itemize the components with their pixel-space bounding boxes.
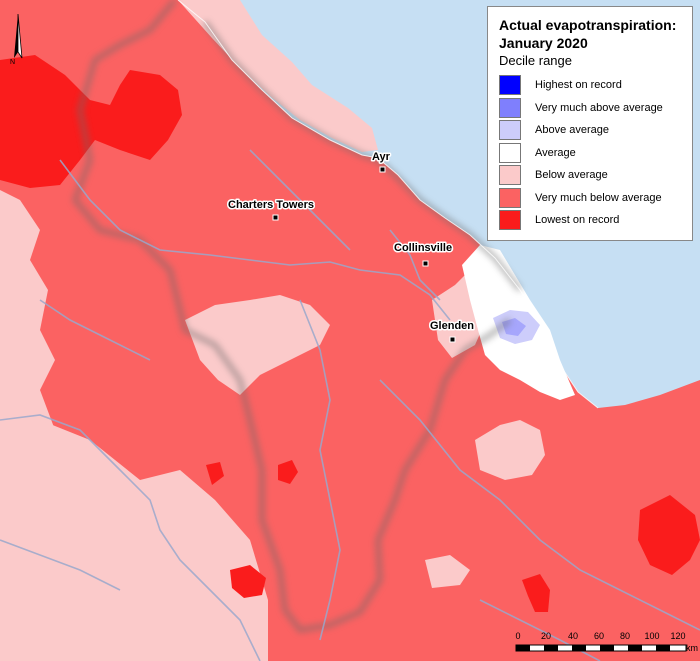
- legend-title-line2: January 2020: [499, 35, 588, 51]
- legend-swatch: [499, 97, 521, 118]
- legend-item-label: Highest on record: [535, 79, 622, 92]
- below-average-south-patch: [425, 555, 470, 588]
- lowest-on-record-small-2: [206, 462, 224, 485]
- legend-item: Highest on record: [499, 74, 682, 97]
- legend-item-label: Very much below average: [535, 191, 662, 204]
- scale-tick-0: 0: [515, 631, 520, 641]
- legend-item: Average: [499, 142, 682, 165]
- town-collinsville[interactable]: Collinsville: [393, 241, 454, 267]
- legend-swatch: [499, 210, 521, 231]
- coastline: [177, 0, 599, 409]
- scale-tick-100: 100: [644, 631, 659, 641]
- legend-item-label: Average: [535, 146, 576, 159]
- legend-item-label: Lowest on record: [535, 214, 620, 227]
- map-legend: Actual evapotranspiration: January 2020 …: [487, 6, 693, 241]
- north-arrow-icon: N: [10, 13, 23, 66]
- north-label: N: [10, 59, 15, 66]
- below-average-south-west: [0, 420, 268, 661]
- scale-tick-80: 80: [620, 631, 630, 641]
- legend-swatch: [499, 75, 521, 96]
- town-ayr[interactable]: Ayr: [371, 150, 392, 173]
- town-charters-towers[interactable]: Charters Towers: [227, 198, 316, 221]
- scale-tick-120: 120: [670, 631, 685, 641]
- scale-unit: km: [686, 643, 698, 653]
- legend-item: Lowest on record: [499, 209, 682, 232]
- lowest-on-record-small-1: [278, 460, 298, 484]
- legend-item: Below average: [499, 164, 682, 187]
- town-label-glenden: Glenden: [430, 320, 474, 332]
- legend-swatch: [499, 142, 521, 163]
- town-glenden[interactable]: Glenden: [429, 319, 476, 343]
- legend-item: Very much above average: [499, 97, 682, 120]
- legend-swatch: [499, 120, 521, 141]
- legend-item-label: Below average: [535, 169, 608, 182]
- scale-tick-20: 20: [541, 631, 551, 641]
- town-label-ayr: Ayr: [372, 151, 391, 163]
- scale-tick-40: 40: [568, 631, 578, 641]
- legend-swatch: [499, 165, 521, 186]
- lowest-on-record-central: [230, 565, 266, 598]
- legend-title-line1: Actual evapotranspiration:: [499, 17, 677, 33]
- scale-tick-60: 60: [594, 631, 604, 641]
- coastal-below-average-north: [178, 0, 378, 152]
- town-marker: [272, 214, 279, 221]
- below-average-central: [185, 295, 330, 395]
- lowest-on-record-south-east: [638, 495, 700, 575]
- lowest-on-record-south: [522, 574, 550, 612]
- legend-item-label: Very much above average: [535, 101, 663, 114]
- town-label-collinsville: Collinsville: [394, 242, 452, 254]
- legend-swatch: [499, 187, 521, 208]
- town-marker: [422, 260, 429, 267]
- legend-item: Above average: [499, 119, 682, 142]
- town-label-charters-towers: Charters Towers: [228, 199, 314, 211]
- scale-bar: 0 20 40 60 80 100 120 km: [515, 631, 698, 653]
- river-network: [0, 149, 700, 661]
- legend-item-label: Above average: [535, 124, 609, 137]
- town-marker: [449, 336, 456, 343]
- town-marker: [379, 166, 386, 173]
- legend-item: Very much below average: [499, 187, 682, 210]
- legend-subtitle: Decile range: [499, 53, 572, 68]
- below-average-east-coast: [475, 420, 545, 480]
- legend-items: Highest on record Very much above average…: [499, 74, 682, 232]
- lowest-on-record-north-west: [0, 55, 182, 188]
